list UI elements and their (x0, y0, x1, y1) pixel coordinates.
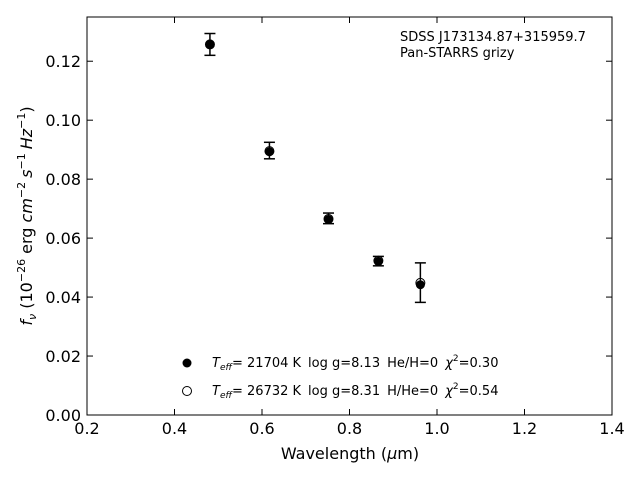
y-tick-label: 0.02 (45, 347, 81, 366)
x-tick-label: 1.0 (424, 419, 449, 438)
data-point-open (204, 39, 215, 50)
y-tick-label: 0.12 (45, 52, 81, 71)
y-tick-label: 0.08 (45, 170, 81, 189)
y-tick-label: 0.04 (45, 288, 81, 307)
y-tick-label: 0.06 (45, 229, 81, 248)
x-axis-label: Wavelength (μm) (281, 444, 419, 463)
annotation-object: SDSS J173134.87+315959.7 (400, 30, 586, 45)
x-tick-label: 0.2 (74, 419, 99, 438)
data-point-filled (205, 39, 215, 49)
axis-ticks: 0.2 0.4 0.6 0.8 1.0 1.2 1.4 0.00 0.02 0.04 0.06 0.0… (45, 17, 625, 438)
data-point-open (323, 213, 334, 224)
y-tick-label: 0.10 (45, 111, 81, 130)
data-point-open (264, 146, 275, 157)
y-axis-label: fν (10−26 erg cm−2s−1Hz−1) (15, 106, 39, 325)
annotation-survey: Pan-STARRS grizy (400, 46, 515, 61)
error-bars (204, 32, 426, 304)
x-tick-label: 0.6 (249, 419, 274, 438)
legend-marker-open (182, 386, 192, 396)
data-point-open (373, 255, 384, 266)
x-tick-label: 0.8 (337, 419, 362, 438)
data-point-filled (264, 147, 274, 157)
x-tick-label: 0.4 (162, 419, 187, 438)
data-point-filled (324, 215, 333, 225)
data-point-filled (373, 256, 383, 266)
x-tick-label: 1.4 (599, 419, 624, 438)
data-point-open (415, 277, 426, 288)
data-points (204, 39, 426, 290)
x-tick-label: 1.2 (512, 419, 537, 438)
y-tick-label: 0.00 (45, 406, 81, 425)
legend-marker-filled (182, 358, 192, 368)
